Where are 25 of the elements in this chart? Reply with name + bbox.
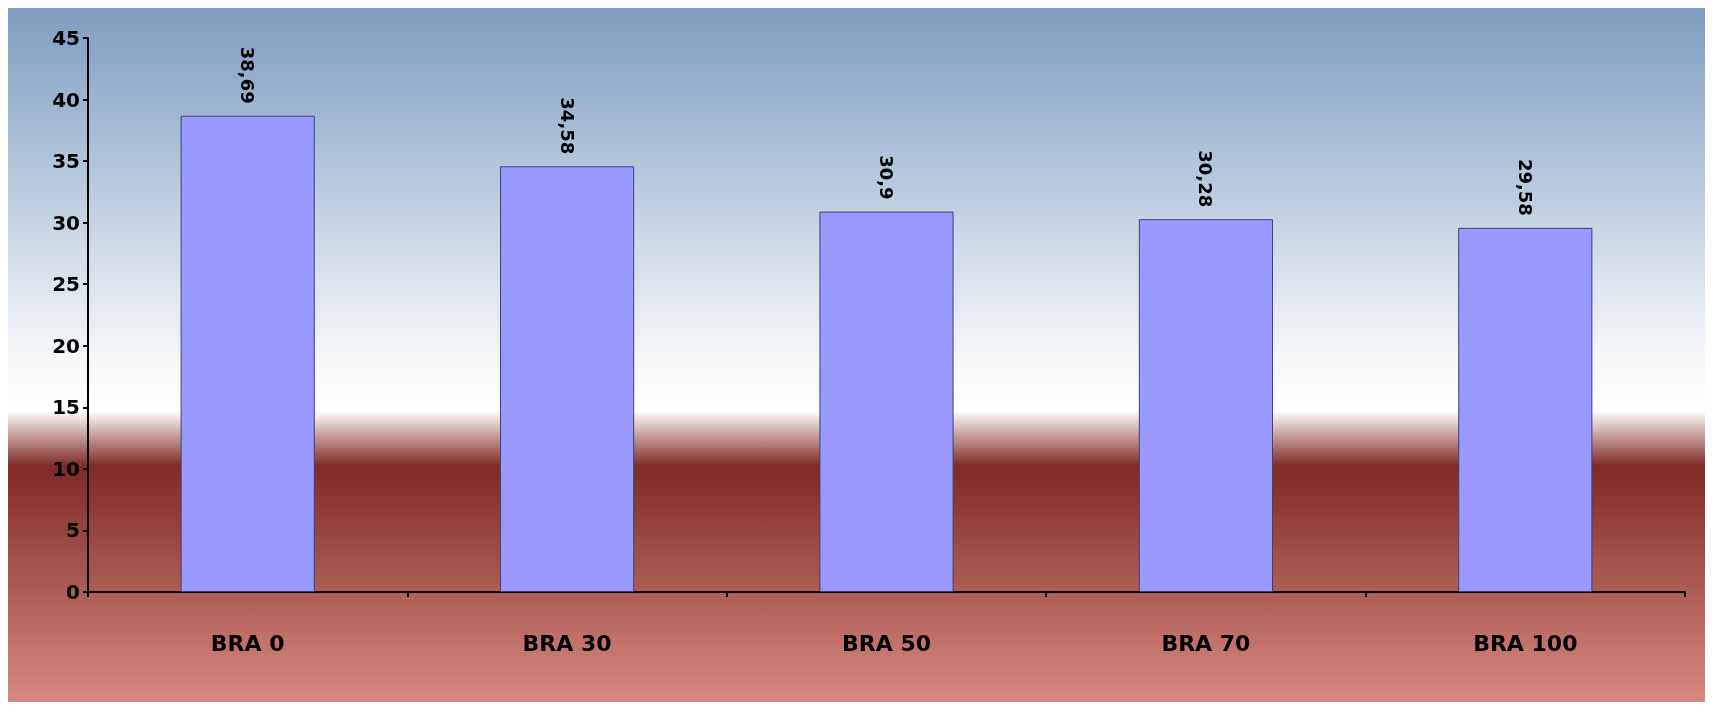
x-tick-label: BRA 100 (1473, 630, 1578, 656)
y-tick-label: 20 (52, 333, 80, 358)
x-tick-label: BRA 50 (841, 630, 932, 656)
bar (819, 211, 954, 592)
y-tick-label: 45 (52, 26, 80, 50)
x-tick-label: BRA 30 (522, 630, 612, 656)
y-tick-label: 10 (52, 456, 80, 481)
bar (180, 115, 315, 592)
data-label: 30,28 (1195, 150, 1217, 208)
bar (1138, 219, 1273, 592)
y-tick-label: 35 (52, 149, 80, 174)
data-label: 29,58 (1514, 158, 1536, 216)
y-tick-label: 15 (52, 395, 80, 420)
data-label: 34,58 (556, 97, 578, 155)
y-tick-label: 40 (52, 87, 80, 112)
bar (1458, 227, 1593, 592)
y-tick-label: 5 (66, 518, 80, 543)
y-tick-label: 0 (66, 580, 80, 604)
x-tick-label: BRA 0 (210, 630, 285, 656)
y-tick-label: 30 (52, 210, 80, 235)
data-label: 38,69 (237, 46, 259, 104)
data-label: 30,9 (876, 155, 897, 200)
y-tick-label: 25 (52, 272, 80, 297)
bar (500, 166, 635, 592)
x-tick-label: BRA 70 (1161, 630, 1251, 656)
